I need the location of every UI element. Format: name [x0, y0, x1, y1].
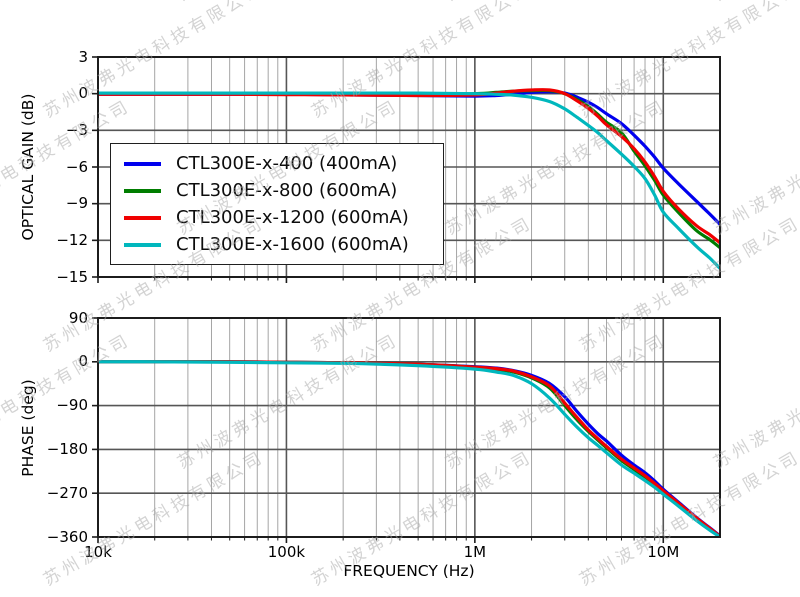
axes-spine	[97, 317, 721, 538]
legend-line-swatch	[124, 215, 161, 220]
xtick-label: 100k	[267, 543, 306, 561]
gain-ytick-label: 0	[78, 84, 88, 103]
legend-line-swatch	[124, 188, 161, 193]
legend-item: CTL300E-x-1200 (600mA)	[121, 205, 433, 231]
phase-ytick-label: −180	[46, 439, 88, 458]
curve-CTL300E-x-1600	[98, 360, 720, 537]
phase-ytick-label: 90	[68, 308, 88, 327]
legend-item: CTL300E-x-400 (400mA)	[121, 151, 433, 177]
phase-ytick-label: −90	[56, 396, 88, 415]
phase-plot	[92, 317, 721, 543]
xtick-label: 10k	[84, 543, 112, 561]
legend-label: CTL300E-x-400 (400mA)	[176, 153, 398, 174]
curve-CTL300E-x-1200	[98, 88, 720, 245]
legend-label: CTL300E-x-800 (600mA)	[176, 180, 398, 201]
legend: CTL300E-x-400 (400mA) CTL300E-x-800 (600m…	[110, 143, 444, 265]
phase-axis-label: PHASE (deg)	[19, 379, 37, 477]
gain-ytick-label: −15	[56, 267, 88, 286]
phase-ytick-label: −270	[46, 483, 88, 502]
gain-ytick-label: −12	[56, 230, 88, 249]
curve-CTL300E-x-1600	[98, 91, 720, 270]
gain-ytick-label: 3	[78, 47, 88, 66]
gain-ytick-label: −6	[65, 157, 88, 176]
legend-item: CTL300E-x-1600 (600mA)	[121, 232, 433, 258]
legend-line-swatch	[124, 161, 161, 166]
xtick-label: 1M	[463, 543, 487, 561]
phase-ytick-label: −360	[46, 527, 88, 546]
gain-ytick-label: −3	[65, 120, 88, 139]
legend-label: CTL300E-x-1600 (600mA)	[176, 234, 409, 255]
legend-item: CTL300E-x-800 (600mA)	[121, 178, 433, 204]
gain-ytick-label: −9	[65, 194, 88, 213]
frequency-axis-label: FREQUENCY (Hz)	[343, 562, 475, 580]
phase-ytick-label: 0	[78, 352, 88, 371]
legend-label: CTL300E-x-1200 (600mA)	[176, 207, 409, 228]
legend-line-swatch	[124, 242, 161, 247]
xtick-label: 10M	[647, 543, 680, 561]
